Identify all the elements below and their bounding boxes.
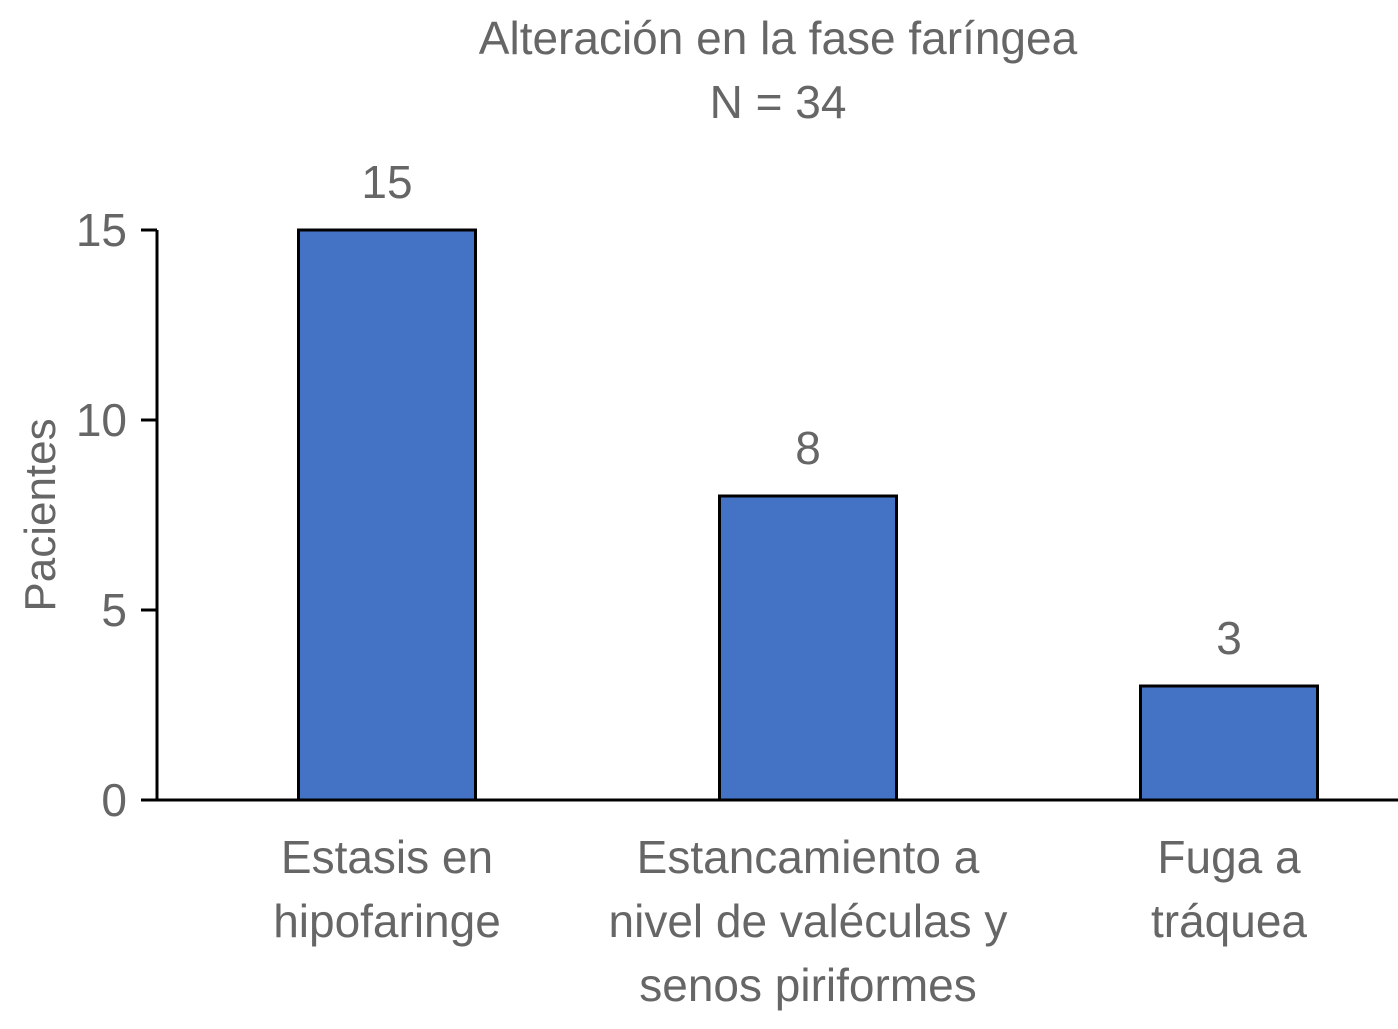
x-category-label: Fuga a <box>1157 831 1301 883</box>
bar-value-label: 15 <box>361 156 412 208</box>
y-axis-label: Pacientes <box>16 418 65 611</box>
y-tick-label: 5 <box>101 584 127 636</box>
y-tick-label: 0 <box>101 774 127 826</box>
axes-layer <box>141 228 1398 802</box>
y-tick-label: 15 <box>76 204 127 256</box>
chart-title: Alteración en la fase faríngea <box>479 12 1078 64</box>
x-category-label: Estasis en <box>281 831 493 883</box>
x-category-label: hipofaringe <box>273 895 501 947</box>
labels-layer: 15 8 3 0 5 10 15 Estasis en hipofaringe Estancami… <box>76 156 1308 1011</box>
x-category-label: nivel de valéculas y <box>609 895 1008 947</box>
chart-subtitle: N = 34 <box>710 76 847 128</box>
y-tick-label: 10 <box>76 394 127 446</box>
bars-layer <box>297 228 1319 802</box>
x-category-label: senos piriformes <box>639 959 976 1011</box>
x-category-label: Estancamiento a <box>637 831 980 883</box>
bar <box>297 228 477 802</box>
bar <box>1139 684 1319 802</box>
bar-value-label: 3 <box>1216 612 1242 664</box>
bar-value-label: 8 <box>795 422 821 474</box>
bar <box>718 494 898 802</box>
x-category-label: tráquea <box>1151 895 1307 947</box>
